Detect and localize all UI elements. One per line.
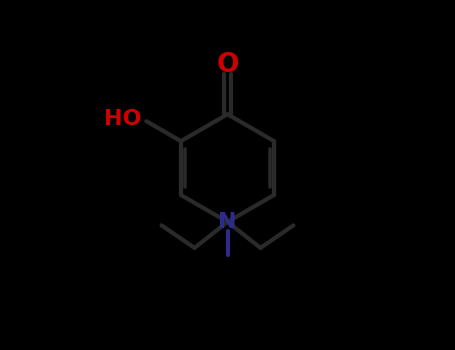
Text: O: O bbox=[216, 51, 239, 78]
Text: HO: HO bbox=[104, 110, 141, 130]
Text: N: N bbox=[218, 212, 237, 232]
